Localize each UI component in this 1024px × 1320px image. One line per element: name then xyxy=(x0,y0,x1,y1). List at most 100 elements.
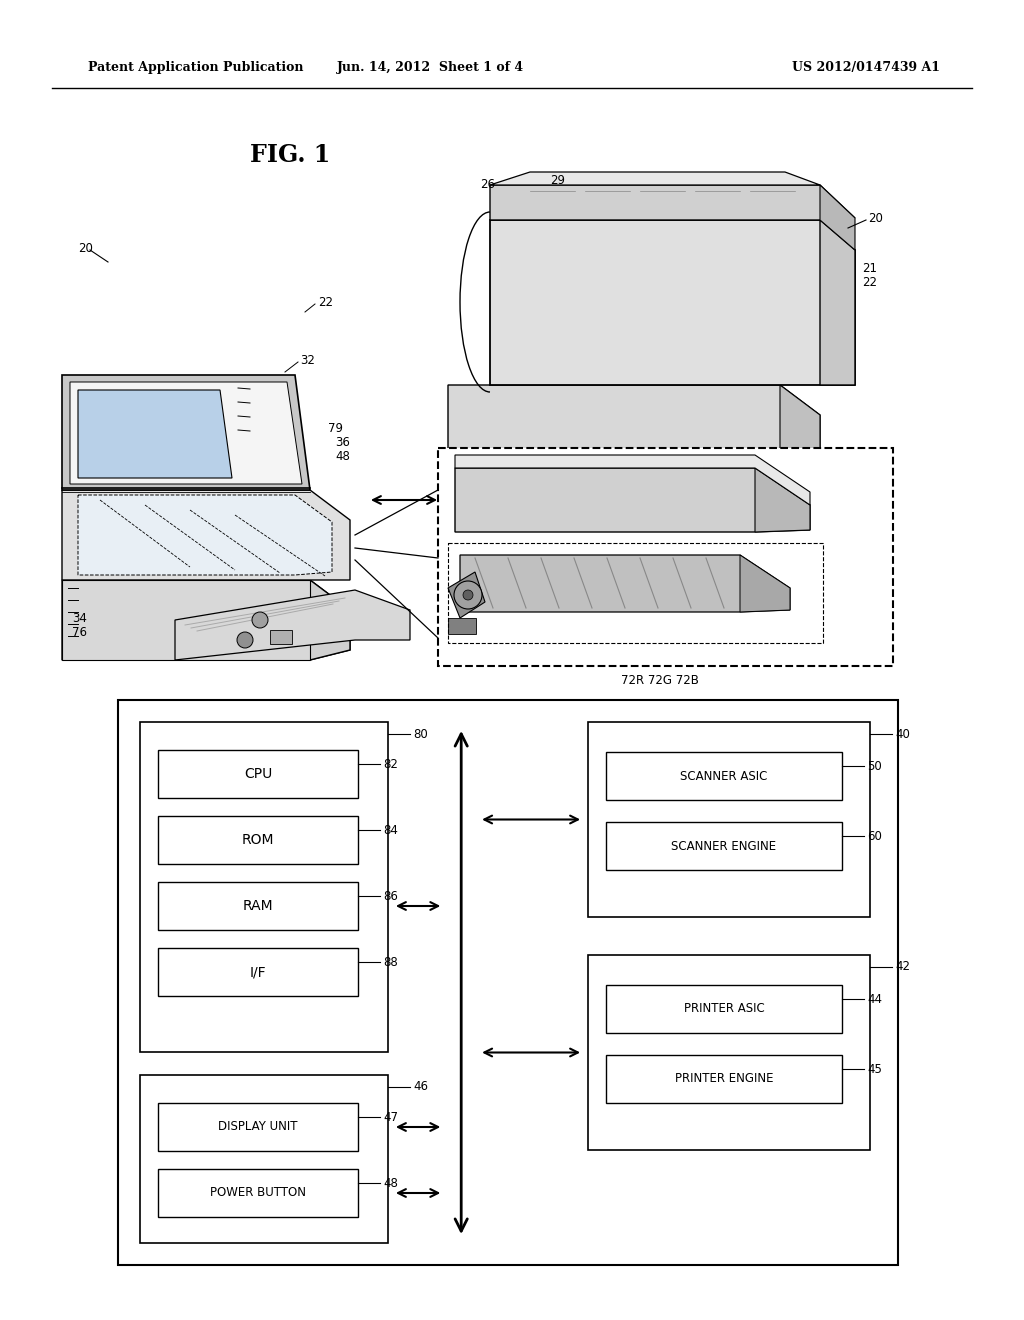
Text: SCANNER ENGINE: SCANNER ENGINE xyxy=(672,840,776,853)
Polygon shape xyxy=(62,579,350,660)
Bar xyxy=(140,1074,388,1243)
Text: 21: 21 xyxy=(862,261,877,275)
Polygon shape xyxy=(78,389,232,478)
Text: 40: 40 xyxy=(895,727,910,741)
Text: 86: 86 xyxy=(383,890,398,903)
Polygon shape xyxy=(500,560,750,576)
Text: 22: 22 xyxy=(862,276,877,289)
Text: PRINTER ASIC: PRINTER ASIC xyxy=(684,1002,764,1015)
Bar xyxy=(449,618,476,634)
Polygon shape xyxy=(175,590,410,660)
Text: CPU: CPU xyxy=(244,767,272,781)
Bar xyxy=(606,752,842,800)
Polygon shape xyxy=(598,465,680,510)
Polygon shape xyxy=(780,450,820,565)
Bar xyxy=(606,822,842,870)
Bar xyxy=(118,700,898,1265)
Text: 76: 76 xyxy=(810,499,825,511)
Polygon shape xyxy=(62,579,310,660)
Text: 50: 50 xyxy=(867,760,882,774)
Text: MC: MC xyxy=(828,495,847,508)
Text: 20: 20 xyxy=(868,211,883,224)
Bar xyxy=(158,882,358,931)
Bar xyxy=(158,816,358,865)
Text: RAM: RAM xyxy=(243,899,273,913)
Polygon shape xyxy=(449,450,820,565)
Bar xyxy=(449,543,823,643)
Text: 80: 80 xyxy=(413,727,428,741)
Text: 24: 24 xyxy=(720,545,735,558)
Polygon shape xyxy=(490,185,855,220)
Text: 44: 44 xyxy=(867,993,882,1006)
Polygon shape xyxy=(490,172,820,185)
Polygon shape xyxy=(820,185,855,249)
Text: 60: 60 xyxy=(867,830,882,843)
Polygon shape xyxy=(455,455,810,506)
Circle shape xyxy=(604,524,616,536)
Text: SCANNER ASIC: SCANNER ASIC xyxy=(680,770,768,783)
Bar xyxy=(606,985,842,1034)
Text: DISPLAY UNIT: DISPLAY UNIT xyxy=(218,1121,298,1134)
Polygon shape xyxy=(490,220,855,385)
Text: 78a: 78a xyxy=(449,589,468,599)
Text: 46: 46 xyxy=(413,1081,428,1093)
Text: US 2012/0147439 A1: US 2012/0147439 A1 xyxy=(792,62,940,74)
Text: 88: 88 xyxy=(383,956,397,969)
Bar xyxy=(438,447,893,667)
Text: 42: 42 xyxy=(895,961,910,974)
Polygon shape xyxy=(740,554,790,612)
Text: 71: 71 xyxy=(810,483,825,496)
Text: 74: 74 xyxy=(528,639,543,652)
Text: 75: 75 xyxy=(498,634,513,647)
Text: 82: 82 xyxy=(383,758,398,771)
Polygon shape xyxy=(490,554,760,570)
Polygon shape xyxy=(62,490,350,579)
Text: 34: 34 xyxy=(72,611,87,624)
Bar xyxy=(140,722,388,1052)
Text: 84: 84 xyxy=(383,824,398,837)
Circle shape xyxy=(237,632,253,648)
Text: ROM: ROM xyxy=(242,833,274,847)
Text: 22: 22 xyxy=(318,296,333,309)
Polygon shape xyxy=(455,469,810,532)
Text: 26: 26 xyxy=(480,178,496,191)
Polygon shape xyxy=(510,565,740,579)
Text: 47: 47 xyxy=(383,1111,398,1123)
Text: 48: 48 xyxy=(335,450,350,462)
Polygon shape xyxy=(460,554,790,612)
Text: 76: 76 xyxy=(72,626,87,639)
Text: 45: 45 xyxy=(867,1063,882,1076)
Text: 23: 23 xyxy=(720,532,735,544)
Text: Patent Application Publication: Patent Application Publication xyxy=(88,62,303,74)
Text: 79: 79 xyxy=(328,421,343,434)
Bar xyxy=(158,1104,358,1151)
Text: 49: 49 xyxy=(828,482,843,495)
Text: FIG. 1: FIG. 1 xyxy=(250,143,330,168)
Text: 48: 48 xyxy=(383,1177,398,1189)
Bar xyxy=(790,490,810,525)
Polygon shape xyxy=(755,469,810,532)
Circle shape xyxy=(644,524,656,536)
Text: 36: 36 xyxy=(335,436,350,449)
Text: I/F: I/F xyxy=(250,965,266,979)
Polygon shape xyxy=(590,458,690,558)
Text: 32: 32 xyxy=(300,354,314,367)
Text: PRINTER ENGINE: PRINTER ENGINE xyxy=(675,1072,773,1085)
Polygon shape xyxy=(70,381,302,484)
Text: POWER BUTTON: POWER BUTTON xyxy=(210,1187,306,1200)
Text: 20: 20 xyxy=(78,242,93,255)
Bar xyxy=(588,722,870,917)
Text: 47: 47 xyxy=(455,475,470,488)
Bar xyxy=(270,630,292,644)
Text: 29: 29 xyxy=(551,173,565,186)
Polygon shape xyxy=(62,375,310,490)
Text: Jun. 14, 2012  Sheet 1 of 4: Jun. 14, 2012 Sheet 1 of 4 xyxy=(337,62,523,74)
Polygon shape xyxy=(310,579,350,660)
Bar xyxy=(158,750,358,799)
Text: 73: 73 xyxy=(780,455,795,469)
Bar xyxy=(588,954,870,1150)
Text: 78: 78 xyxy=(449,572,463,585)
Text: 48: 48 xyxy=(455,462,470,474)
Bar xyxy=(606,1055,842,1104)
Polygon shape xyxy=(449,572,485,618)
